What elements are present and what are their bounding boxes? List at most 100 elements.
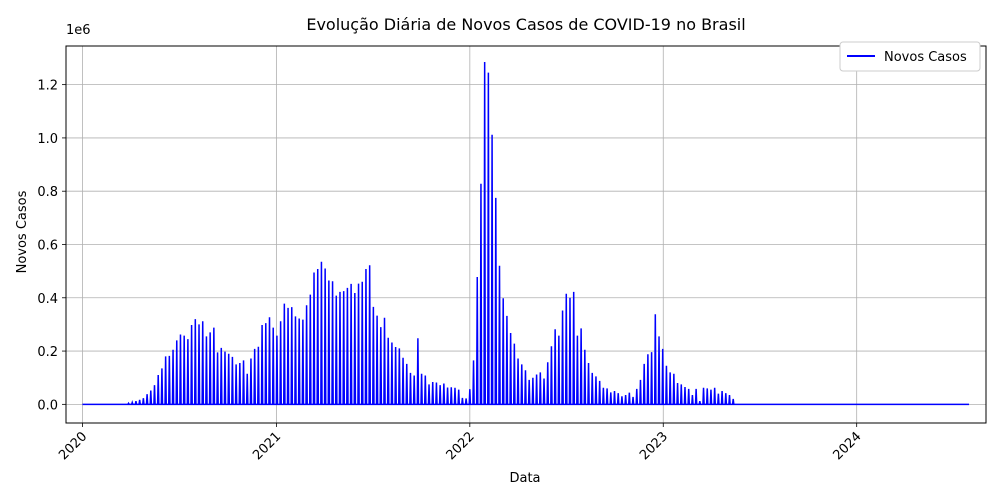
y-tick-label-0: 0.0 [37, 398, 58, 413]
data-spike [416, 338, 420, 405]
data-spike [275, 335, 279, 405]
data-spike [457, 389, 461, 405]
data-spike [668, 372, 672, 405]
data-spike [438, 385, 442, 405]
data-spike [427, 384, 431, 405]
data-spike [357, 283, 360, 405]
data-spike [524, 370, 527, 405]
data-spike [182, 335, 186, 405]
data-spike [605, 388, 609, 405]
data-spike [193, 319, 197, 405]
data-spike [338, 291, 342, 405]
y-tick-label-3: 0.6 [37, 238, 58, 253]
y-tick-label-6: 1.2 [37, 79, 58, 94]
data-spike [257, 346, 260, 405]
data-spike [464, 398, 468, 405]
data-spike [420, 373, 423, 405]
data-spike [683, 387, 687, 405]
data-spike [234, 364, 238, 405]
data-spike [609, 392, 613, 405]
data-spike [650, 352, 653, 405]
data-spike [698, 401, 702, 405]
data-spike [435, 382, 438, 405]
data-spike [724, 393, 728, 405]
data-spike [190, 324, 193, 405]
data-spike [372, 306, 375, 405]
data-spike [590, 372, 594, 405]
data-spike [713, 387, 717, 405]
data-spike [483, 61, 487, 405]
data-spike [197, 324, 201, 405]
y-tick-label-2: 0.4 [37, 292, 58, 307]
data-spike [134, 401, 138, 405]
data-spike [305, 305, 308, 405]
data-spike [368, 265, 372, 405]
data-spike [179, 334, 182, 405]
data-spike [494, 197, 498, 405]
data-spike [353, 292, 357, 405]
data-spike [394, 347, 397, 405]
data-spike [301, 319, 305, 405]
data-spike [461, 397, 464, 405]
data-spike [498, 265, 501, 405]
data-spike [624, 394, 627, 405]
data-spike [442, 383, 446, 405]
data-spike [705, 388, 709, 405]
data-spike [227, 353, 231, 405]
data-spike [130, 400, 134, 405]
data-spike [490, 134, 494, 405]
data-spike [409, 372, 412, 405]
legend: Novos Casos [839, 41, 981, 72]
data-spike [205, 336, 208, 405]
data-spike [546, 362, 550, 405]
data-spike [138, 399, 142, 405]
data-spike [453, 387, 457, 405]
data-spike [639, 379, 642, 405]
data-spike [342, 291, 346, 405]
data-spike [679, 384, 683, 405]
data-spike [620, 396, 624, 405]
data-spike [661, 348, 665, 405]
data-spike [312, 272, 316, 405]
data-spike [672, 373, 676, 405]
data-spike [613, 390, 616, 405]
data-spike [249, 358, 253, 405]
data-spike [657, 336, 661, 405]
data-spike [538, 372, 542, 405]
data-spike [598, 380, 602, 405]
data-spike [535, 374, 538, 405]
data-spike [327, 280, 331, 405]
data-spike [505, 315, 509, 405]
data-spike [334, 295, 338, 405]
data-spike [364, 268, 368, 405]
data-spike [717, 393, 720, 405]
data-spike [646, 354, 650, 405]
data-spike [167, 355, 171, 405]
data-spike [627, 392, 631, 405]
data-spike [360, 281, 364, 405]
data-spike [423, 375, 427, 405]
data-spike [286, 307, 290, 405]
data-spike [282, 303, 286, 405]
data-spike [260, 324, 264, 405]
data-spike [212, 327, 216, 405]
data-spike [472, 360, 475, 405]
data-spike [160, 368, 164, 405]
data-spike [520, 364, 524, 405]
data-spike [320, 261, 323, 405]
y-axis-offset-label: 1e6 [66, 23, 91, 38]
data-spike [383, 317, 386, 405]
data-spike [223, 351, 227, 405]
data-spike [349, 283, 353, 405]
data-spike [308, 294, 312, 405]
data-spike [561, 310, 564, 405]
data-spike [568, 297, 572, 405]
data-spike [253, 348, 257, 405]
data-spike [557, 335, 561, 405]
data-spike [294, 316, 297, 405]
data-spike [156, 375, 160, 405]
data-spike [527, 379, 531, 405]
data-spike [386, 337, 390, 405]
data-spike [635, 388, 639, 405]
data-spike [642, 363, 646, 405]
